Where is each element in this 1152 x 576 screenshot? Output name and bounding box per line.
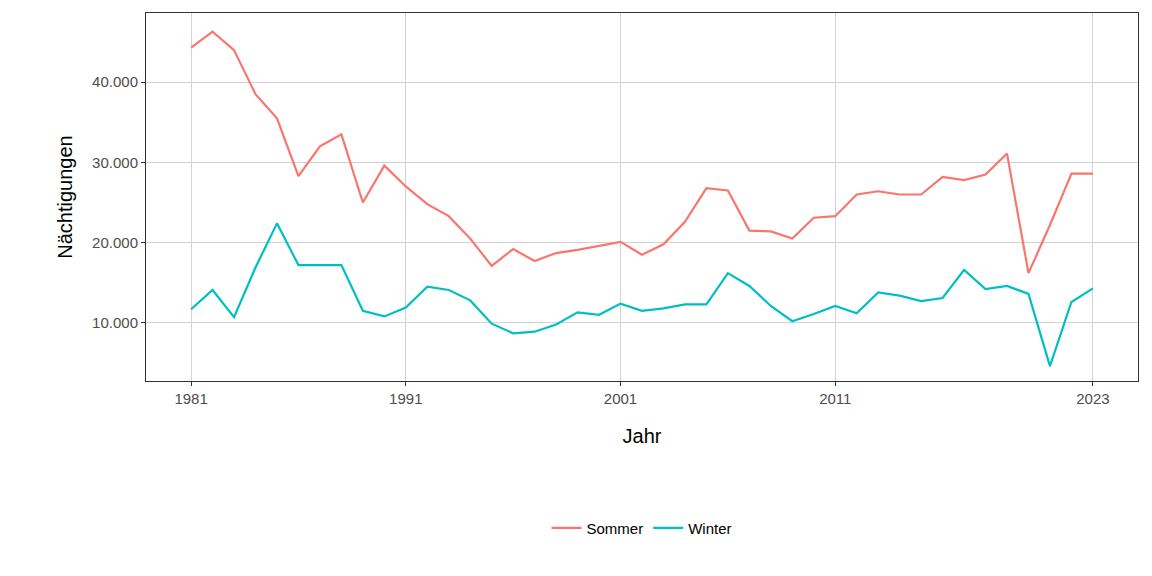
svg-text:40.000: 40.000: [92, 73, 138, 90]
svg-text:Nächtigungen: Nächtigungen: [54, 135, 76, 258]
svg-text:2001: 2001: [604, 390, 637, 407]
svg-text:Winter: Winter: [688, 520, 731, 537]
svg-text:1981: 1981: [174, 390, 207, 407]
svg-text:2011: 2011: [819, 390, 851, 407]
svg-text:2023: 2023: [1076, 390, 1109, 407]
svg-text:20.000: 20.000: [92, 234, 138, 251]
svg-text:Sommer: Sommer: [587, 520, 644, 537]
svg-text:1991: 1991: [389, 390, 422, 407]
svg-text:10.000: 10.000: [92, 314, 138, 331]
svg-text:30.000: 30.000: [92, 154, 138, 171]
svg-text:Jahr: Jahr: [623, 425, 662, 447]
